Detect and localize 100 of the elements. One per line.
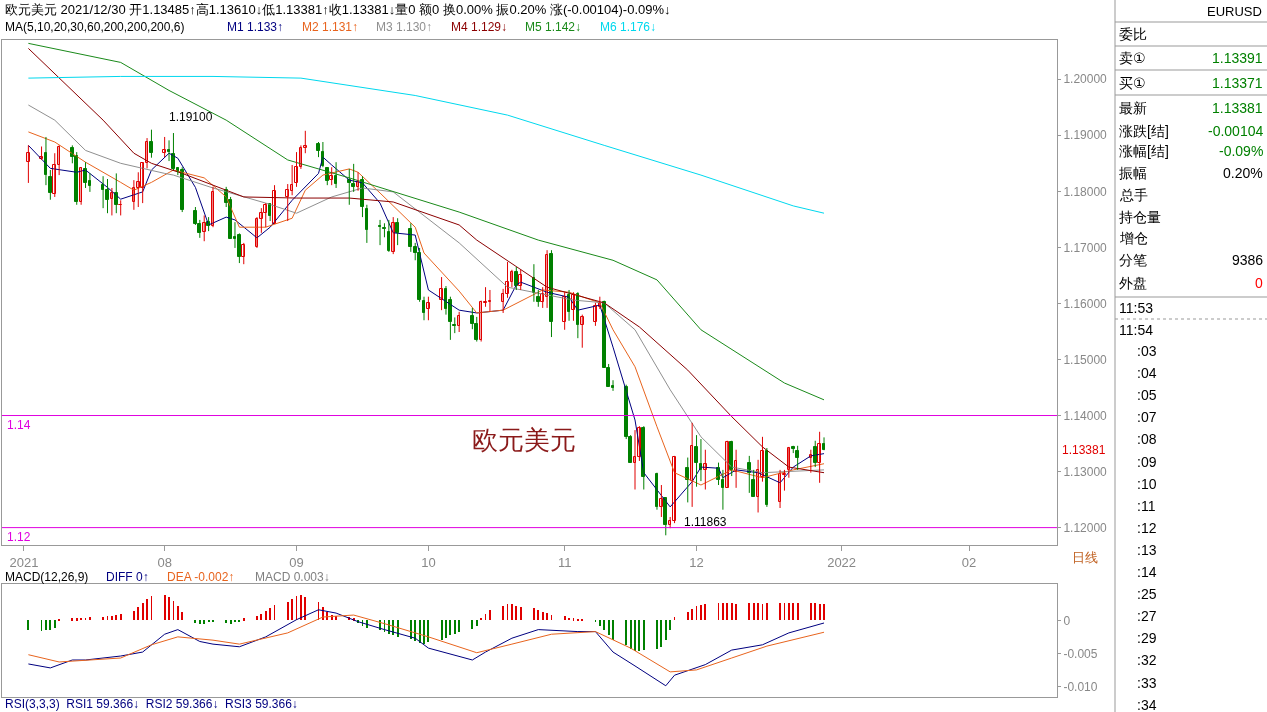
text: DIFF 0↑ <box>106 570 149 584</box>
bar <box>603 620 605 630</box>
bar <box>177 606 179 620</box>
bar <box>269 608 271 620</box>
bar <box>748 603 750 620</box>
bar <box>819 604 821 620</box>
x-tick-label: 11 <box>557 554 572 570</box>
bar <box>660 620 662 647</box>
bar <box>423 620 425 644</box>
legend-title: MACD(12,26,9) <box>5 570 89 584</box>
text: :10 <box>1137 476 1157 492</box>
bar <box>700 605 702 620</box>
bar <box>137 607 139 620</box>
bar <box>638 620 640 651</box>
bar <box>230 620 232 624</box>
legend-title: MA(5,10,20,30,60,200,200,200,6) <box>5 20 185 34</box>
text: :12 <box>1137 520 1157 536</box>
bar <box>164 595 166 620</box>
bar <box>546 613 548 620</box>
y-tick-label: -0.005 <box>1063 646 1098 661</box>
text: M4 1.129↓ <box>451 20 508 34</box>
text: 11:53 <box>1119 300 1154 316</box>
bar <box>120 614 122 620</box>
text: 1.13381 <box>1062 443 1106 457</box>
category-label: 卖① <box>1119 50 1146 66</box>
bar <box>115 615 117 620</box>
bar <box>665 620 667 640</box>
bar <box>630 620 632 649</box>
bar <box>27 620 29 630</box>
y-tick-label: 1.16000 <box>1063 296 1108 311</box>
bar <box>256 616 258 620</box>
line-series <box>27 609 825 687</box>
bar <box>599 620 601 626</box>
category-label: 分笔 <box>1119 252 1147 268</box>
bar <box>146 599 148 620</box>
bar <box>304 597 306 620</box>
category-label: 增仓 <box>1119 230 1148 246</box>
chart-title: 欧元美元 2021/12/30 开1.13485↑高1.13610↓低1.13381↑收1.13381↓量0 额0 换0.00% 振0.20% 涨(-0.00104)-0.09%↓ <box>5 2 671 17</box>
bar <box>441 620 443 640</box>
line-series <box>27 42 825 401</box>
y-tick-label: 1.15000 <box>1063 352 1108 367</box>
bar <box>260 614 262 620</box>
annotation: RSI(3,3,3) RSI1 59.366↓ RSI2 59.366↓ RSI3 59.366↓ <box>5 697 298 711</box>
category-label: 委比 <box>1119 26 1147 42</box>
bar <box>511 604 513 620</box>
bar <box>669 620 671 630</box>
line-series <box>27 75 825 214</box>
bar <box>722 603 724 620</box>
text: M2 1.131↑ <box>302 20 359 34</box>
bar <box>203 620 205 624</box>
text: :09 <box>1137 454 1157 470</box>
bar <box>489 610 491 620</box>
category-label: 振幅 <box>1119 165 1147 181</box>
bar <box>537 610 539 620</box>
bar <box>449 620 451 635</box>
text: 0.20% <box>1223 165 1263 181</box>
bar <box>766 603 768 620</box>
bar <box>49 620 51 630</box>
text: M3 1.130↑ <box>376 20 433 34</box>
bar <box>471 620 473 629</box>
text: 0 <box>1255 275 1263 291</box>
bar <box>454 620 456 634</box>
x-tick-label: 10 <box>421 554 436 570</box>
y-tick-label: 0 <box>1063 613 1071 628</box>
bar <box>287 602 289 620</box>
text: EURUSD <box>1207 4 1262 19</box>
bar <box>458 620 460 632</box>
text: M6 1.176↓ <box>600 20 657 34</box>
bar <box>111 616 113 620</box>
text: :34 <box>1137 697 1157 712</box>
ref-line-label: 1.12 <box>7 530 31 544</box>
bar <box>502 606 504 620</box>
bar <box>265 611 267 620</box>
y-tick-label: 1.19000 <box>1063 128 1108 143</box>
bar <box>225 620 227 623</box>
category-label: 外盘 <box>1119 275 1147 291</box>
text: :05 <box>1137 387 1157 403</box>
category-label: 涨幅[结] <box>1119 143 1169 159</box>
text: -0.00104 <box>1208 123 1264 139</box>
text: 11:54 <box>1119 322 1154 338</box>
y-tick-label: -0.010 <box>1063 679 1098 694</box>
y-tick-label: 1.18000 <box>1063 184 1108 199</box>
bar <box>300 595 302 620</box>
text: :11 <box>1137 498 1156 514</box>
bar <box>753 603 755 620</box>
bar <box>788 603 790 620</box>
category-label: 涨跌[结] <box>1119 123 1169 139</box>
bar <box>726 603 728 620</box>
x-tick-label: 02 <box>961 554 977 570</box>
category-label: 买① <box>1119 75 1146 91</box>
bar <box>427 620 429 642</box>
bar <box>515 606 517 620</box>
category-label: 最新 <box>1119 100 1147 116</box>
bar <box>199 620 201 624</box>
bar <box>810 603 812 620</box>
y-tick-label: 1.13000 <box>1063 464 1108 479</box>
bar <box>691 609 693 620</box>
bar <box>814 603 816 620</box>
y-tick-label: 1.14000 <box>1063 408 1108 423</box>
text: 1.13391 <box>1212 50 1263 66</box>
